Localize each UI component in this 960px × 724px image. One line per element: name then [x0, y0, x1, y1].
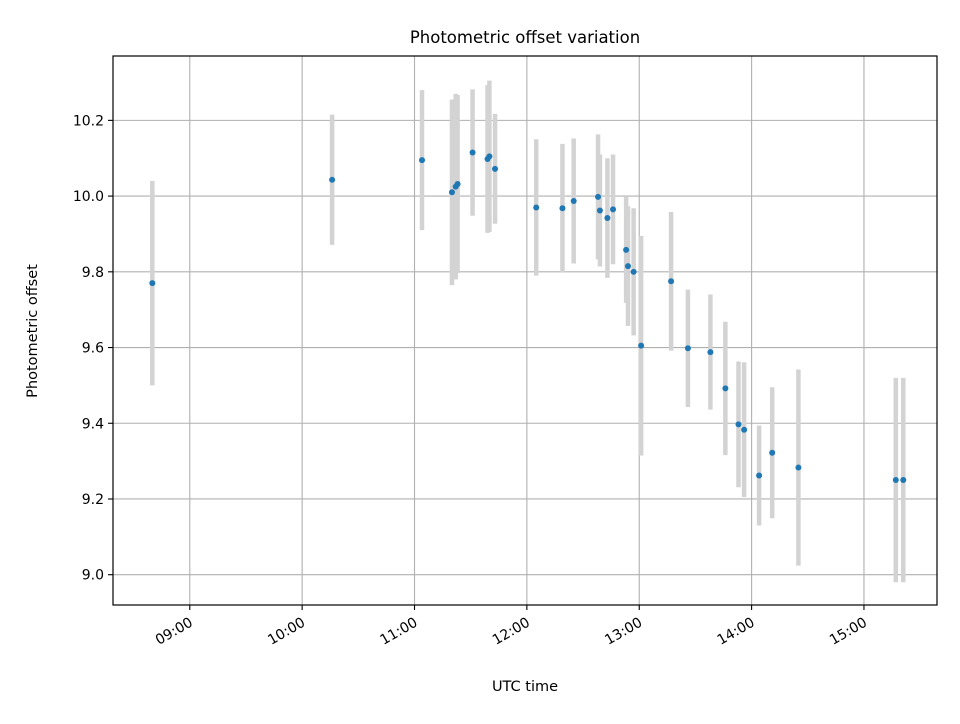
x-axis-label: UTC time [492, 679, 558, 695]
y-tick-label: 10.2 [73, 113, 104, 129]
data-point [795, 464, 802, 471]
data-point [486, 153, 493, 160]
y-tick-label: 9.8 [82, 265, 104, 281]
data-point [329, 176, 336, 183]
data-point [707, 349, 714, 356]
data-point [638, 342, 645, 349]
data-point [559, 205, 566, 212]
y-tick-label: 9.6 [82, 341, 104, 357]
chart-title: Photometric offset variation [410, 28, 640, 47]
data-point [595, 193, 602, 200]
data-point [735, 421, 742, 428]
data-point [596, 207, 603, 214]
data-point [419, 157, 425, 164]
data-point [900, 477, 907, 484]
data-point [492, 165, 499, 172]
data-point [756, 472, 763, 479]
y-tick-label: 9.4 [82, 416, 104, 432]
data-point [684, 345, 691, 352]
data-points [149, 149, 907, 484]
data-point [149, 280, 156, 287]
y-tick-label: 9.2 [82, 492, 104, 508]
data-point [533, 204, 540, 211]
data-point [610, 206, 617, 213]
y-axis: 9.0 9.2 9.4 9.6 9.8 10.0 10.2 [73, 113, 113, 584]
data-point [630, 268, 637, 275]
data-point [769, 449, 776, 456]
data-point [448, 189, 455, 196]
data-point [454, 180, 461, 187]
data-point [668, 278, 675, 285]
plot-frame [112, 55, 938, 606]
data-point [570, 198, 577, 205]
data-point [604, 215, 611, 222]
data-point [623, 246, 630, 253]
data-point [625, 263, 631, 270]
data-point [469, 149, 476, 156]
y-tick-label: 9.0 [82, 568, 104, 584]
data-point [741, 426, 748, 433]
data-point [892, 477, 899, 484]
y-tick-label: 10.0 [73, 189, 104, 205]
y-axis-label: Photometric offset [25, 264, 41, 398]
data-point [722, 385, 729, 392]
